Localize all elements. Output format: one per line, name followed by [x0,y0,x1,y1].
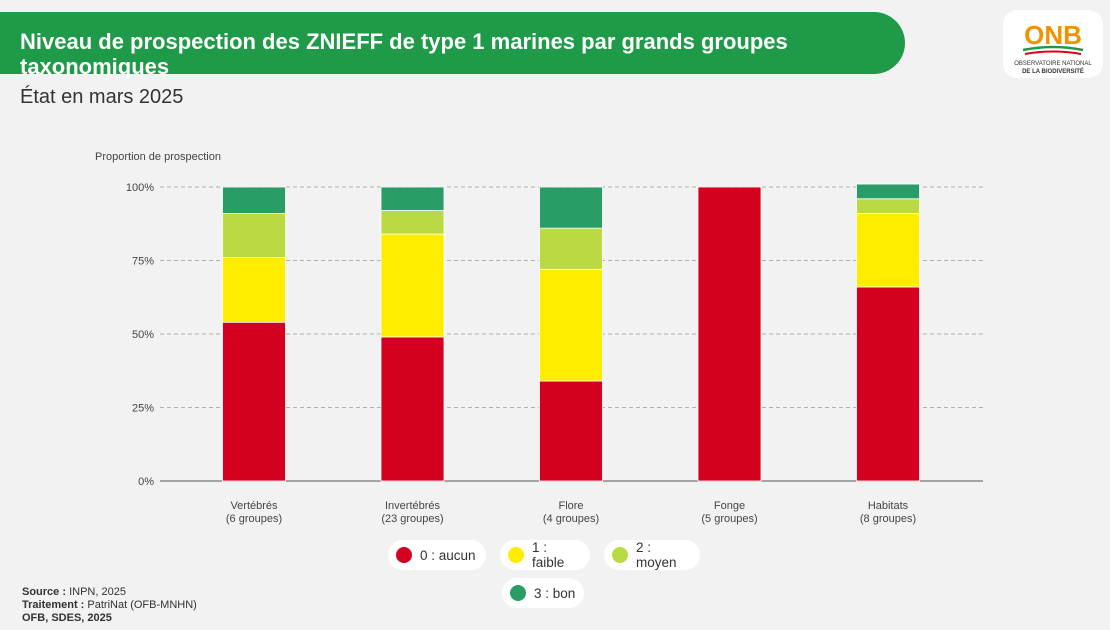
bar-segment-2-1 [539,268,603,382]
credit: OFB, SDES, 2025 [22,612,112,624]
bar-segment-2-0 [539,380,603,482]
logo-wave-red [1024,50,1082,55]
x-tick-label: Habitats [868,500,909,512]
legend-item: 0 : aucun [388,540,486,570]
bar-segment-2-2 [539,227,603,270]
x-tick-sublabel: (5 groupes) [701,513,757,525]
y-axis-label: Proportion de prospection [95,151,221,163]
page-subtitle: État en mars 2025 [20,86,184,108]
legend-label: 2 : moyen [636,540,677,570]
bar-segment-3-0 [697,186,762,482]
y-tick-label: 50% [132,329,154,341]
y-tick-label: 75% [132,256,154,268]
title-banner: Niveau de prospection des ZNIEFF de type… [0,12,905,79]
legend-swatch [510,585,526,601]
bar-segment-1-3 [380,186,445,211]
logo-text: ONB [1024,20,1082,50]
y-tick-label: 0% [138,476,154,488]
legend-item: 3 : bon [502,578,584,608]
bar-segment-1-1 [380,233,445,338]
legend-item: 2 : moyen [604,540,700,570]
x-tick-label: Fonge [714,500,745,512]
x-tick-sublabel: (6 groupes) [226,513,282,525]
credit-line: OFB, SDES, 2025 [22,612,197,625]
logo-line2: DE LA BIODIVERSITÉ [1022,67,1084,75]
legend-label: 1 : faible [532,540,565,570]
legend-swatch [508,547,524,563]
bar-segment-1-2 [380,210,445,235]
bar-segment-4-1 [856,213,920,288]
onb-logo: ONB OBSERVATOIRE NATIONAL DE LA BIODIVER… [1003,10,1103,78]
x-tick-sublabel: (4 groupes) [543,513,599,525]
source-value: INPN, 2025 [69,586,126,598]
x-tick-sublabel: (8 groupes) [860,513,916,525]
treatment-value: PatriNat (OFB-MNHN) [87,599,197,611]
legend-item: 1 : faible [500,540,590,570]
x-tick-label: Invertébrés [385,500,441,512]
treatment-label: Traitement : [22,599,85,611]
legend-swatch [396,547,412,563]
bars-layer [222,183,920,482]
bar-segment-4-2 [856,198,920,214]
page-title: Niveau de prospection des ZNIEFF de type… [20,29,788,79]
bar-segment-2-3 [539,186,603,229]
y-tick-label: 100% [126,182,154,194]
bar-segment-0-2 [222,213,286,258]
legend-label: 3 : bon [534,585,576,601]
footer: Source : INPN, 2025 Traitement : PatriNa… [22,586,197,625]
labels-layer: 0% 25% 50% 75% 100% Vertébrés(6 groupes) Inver… [126,182,916,525]
bar-segment-4-0 [856,286,920,482]
treatment-line: Traitement : PatriNat (OFB-MNHN) [22,599,197,612]
bar-segment-1-0 [380,336,445,482]
bar-segment-4-3 [856,183,920,200]
source-label: Source : [22,586,67,598]
x-tick-sublabel: (23 groupes) [381,513,443,525]
x-tick-label: Flore [558,500,583,512]
y-tick-label: 25% [132,403,154,415]
bar-segment-0-0 [222,321,286,482]
onb-logo-graphic: ONB OBSERVATOIRE NATIONAL DE LA BIODIVER… [1014,20,1092,75]
legend-swatch [612,547,628,563]
bar-segment-0-3 [222,186,286,214]
bar-segment-0-1 [222,257,286,323]
logo-wave-green [1022,45,1084,52]
source-line: Source : INPN, 2025 [22,586,197,599]
legend-label: 0 : aucun [420,547,476,563]
x-tick-label: Vertébrés [230,500,278,512]
logo-line1: OBSERVATOIRE NATIONAL [1014,61,1092,67]
